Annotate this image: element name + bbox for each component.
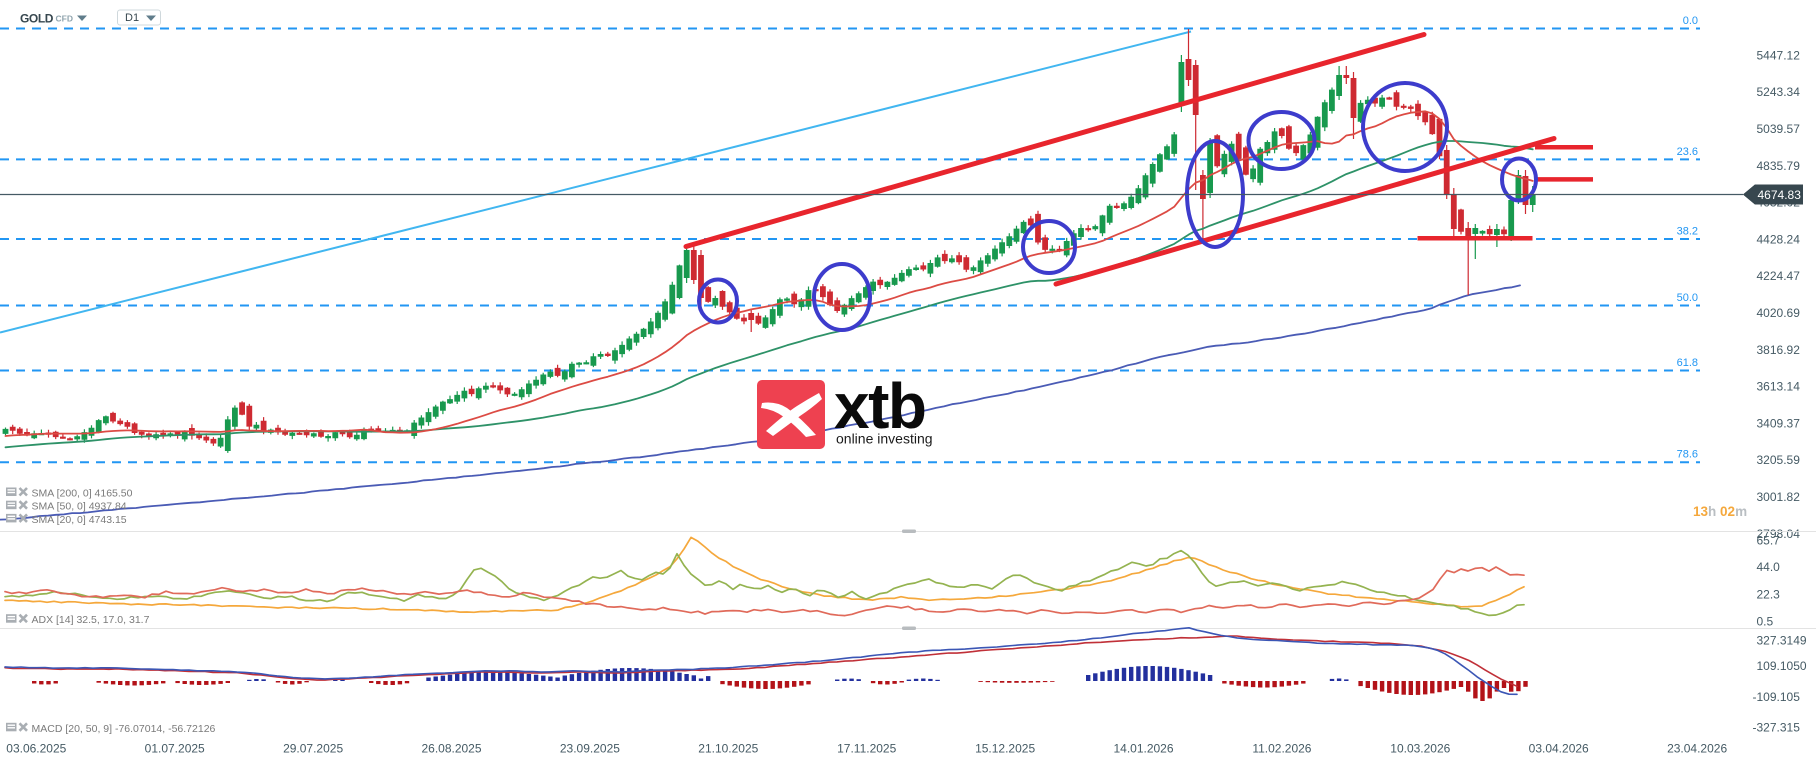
svg-text:44.0: 44.0 [1757,560,1781,574]
svg-text:01.07.2025: 01.07.2025 [145,742,205,756]
svg-text:3205.59: 3205.59 [1757,453,1801,467]
svg-text:online investing: online investing [836,431,933,447]
svg-text:GOLD: GOLD [20,12,54,26]
svg-text:4020.69: 4020.69 [1757,306,1801,320]
svg-text:29.07.2025: 29.07.2025 [283,742,343,756]
svg-text:23.09.2025: 23.09.2025 [560,742,620,756]
svg-text:65.7: 65.7 [1757,534,1781,548]
svg-text:109.1050: 109.1050 [1757,659,1807,673]
svg-text:D1: D1 [125,12,139,24]
svg-text:50.0: 50.0 [1677,292,1698,304]
svg-text:11.02.2026: 11.02.2026 [1252,742,1311,756]
svg-text:MACD [20, 50, 9] -76.07014, -5: MACD [20, 50, 9] -76.07014, -56.72126 [32,723,216,735]
svg-text:CFD: CFD [56,14,73,24]
svg-text:-109.105: -109.105 [1753,690,1801,704]
svg-text:4428.24: 4428.24 [1757,232,1801,246]
svg-text:327.3149: 327.3149 [1757,634,1807,648]
svg-text:xtb: xtb [834,370,926,442]
svg-text:ADX [14] 32.5, 17.0, 31.7: ADX [14] 32.5, 17.0, 31.7 [32,614,150,626]
svg-text:22.3: 22.3 [1757,587,1781,601]
svg-text:4224.47: 4224.47 [1757,269,1801,283]
svg-text:4674.83: 4674.83 [1758,188,1802,202]
svg-text:23.04.2026: 23.04.2026 [1667,742,1727,756]
svg-text:3613.14: 3613.14 [1757,380,1801,394]
svg-text:5447.12: 5447.12 [1757,48,1801,62]
svg-text:3001.82: 3001.82 [1757,490,1801,504]
svg-text:26.08.2025: 26.08.2025 [421,742,481,756]
svg-text:-327.315: -327.315 [1753,720,1801,734]
svg-text:13h 02m: 13h 02m [1693,504,1747,519]
svg-text:0.5: 0.5 [1757,615,1774,629]
svg-text:3816.92: 3816.92 [1757,343,1801,357]
svg-text:SMA [20, 0] 4743.15: SMA [20, 0] 4743.15 [32,514,127,526]
svg-text:2798.04: 2798.04 [1757,527,1801,541]
svg-text:03.04.2026: 03.04.2026 [1529,742,1589,756]
svg-text:SMA [50, 0] 4937.84: SMA [50, 0] 4937.84 [32,501,127,513]
svg-text:23.6: 23.6 [1677,146,1698,158]
svg-text:0.0: 0.0 [1683,15,1698,27]
svg-text:78.6: 78.6 [1677,449,1698,461]
svg-text:10.03.2026: 10.03.2026 [1390,742,1450,756]
svg-text:5039.57: 5039.57 [1757,122,1801,136]
svg-text:SMA [200, 0] 4165.50: SMA [200, 0] 4165.50 [32,488,133,500]
svg-text:3409.37: 3409.37 [1757,416,1801,430]
svg-text:21.10.2025: 21.10.2025 [698,742,758,756]
svg-text:5243.34: 5243.34 [1757,85,1801,99]
svg-text:14.01.2026: 14.01.2026 [1113,742,1173,756]
svg-text:15.12.2025: 15.12.2025 [975,742,1035,756]
svg-text:03.06.2025: 03.06.2025 [6,742,66,756]
svg-text:4835.79: 4835.79 [1757,159,1801,173]
svg-text:38.2: 38.2 [1677,226,1698,238]
svg-text:17.11.2025: 17.11.2025 [837,742,896,756]
svg-text:61.8: 61.8 [1677,357,1698,369]
